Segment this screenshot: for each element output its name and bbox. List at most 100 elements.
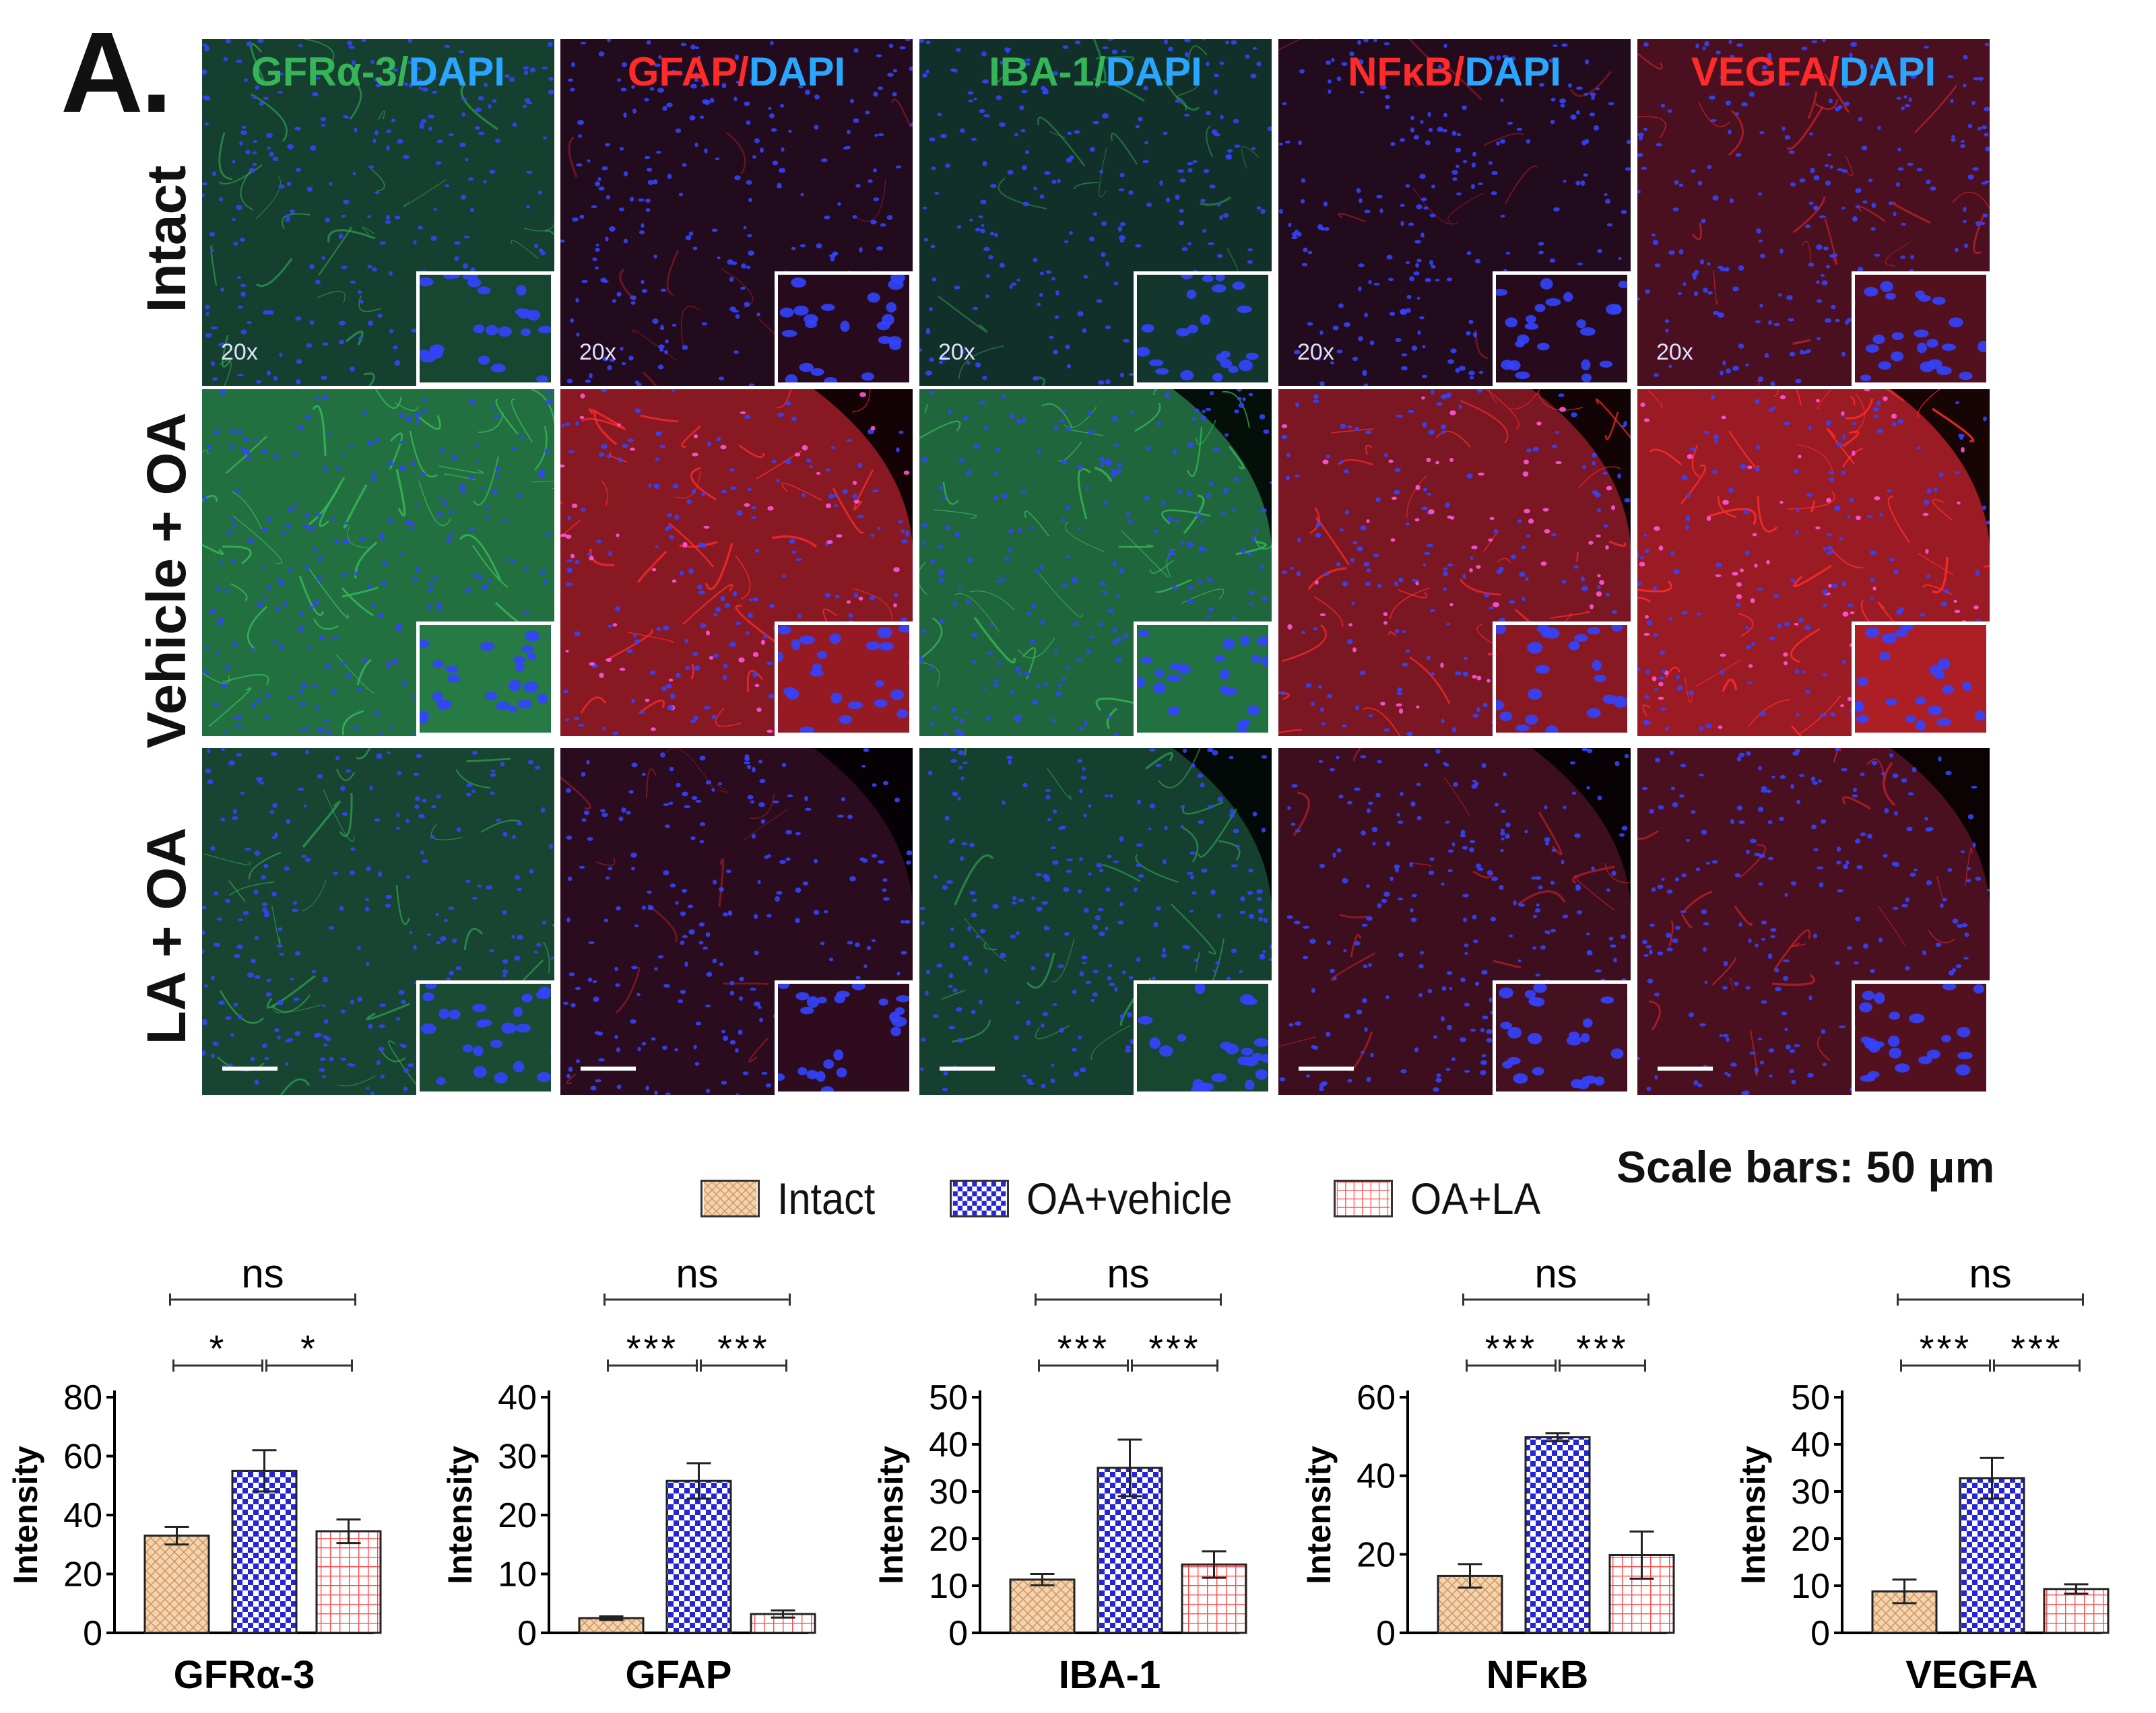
magnification-label: 20x	[579, 339, 616, 365]
y-tick-label: 40	[1357, 1457, 1396, 1496]
scale-bar	[222, 1067, 277, 1071]
stain-counterstain-label: DAPI	[748, 49, 846, 94]
row-label-intact: Intact	[136, 165, 197, 313]
y-tick-label: 80	[63, 1378, 102, 1417]
legend-item-intact: Intact	[700, 1165, 886, 1232]
scale-bar-caption: Scale bars: 50 μm	[1616, 1142, 1995, 1192]
stain-marker-label: VEGFA	[1691, 49, 1829, 94]
x-axis-label: GFAP	[626, 1653, 732, 1697]
micrograph-la-oa-iba-1	[919, 748, 1272, 1095]
x-axis-label: VEGFA	[1905, 1653, 2038, 1697]
inset-image	[1855, 625, 1986, 733]
significance-label: ***	[1148, 1327, 1200, 1370]
micrograph-vehicle-oa-gfap	[560, 389, 913, 736]
micrograph-image	[919, 389, 1272, 736]
inset-image	[778, 625, 909, 733]
micrograph-vehicle-oa-iba-1	[919, 389, 1272, 736]
y-axis-label: Intensity	[872, 1446, 910, 1584]
stain-marker-label: GFRα-3	[251, 49, 397, 94]
y-tick-label: 30	[929, 1473, 968, 1512]
significance-label: *	[209, 1327, 227, 1370]
scale-bar	[581, 1067, 636, 1071]
micrograph-intact-gfr-3: GFRα-3/DAPI 20x	[202, 39, 554, 386]
stain-counterstain-label: DAPI	[1105, 49, 1202, 94]
significance-label: *	[300, 1327, 318, 1370]
stain-separator: /	[1828, 49, 1839, 94]
panel-label: A.	[61, 9, 172, 137]
y-tick-label: 60	[1357, 1378, 1396, 1417]
inset-image	[1496, 984, 1627, 1091]
y-tick-label: 40	[1791, 1425, 1830, 1465]
stain-counterstain-label: DAPI	[1839, 49, 1936, 94]
magnification-label: 20x	[1656, 339, 1693, 365]
magnification-label: 20x	[938, 339, 975, 365]
inset-image	[420, 625, 551, 733]
y-tick-label: 0	[948, 1614, 968, 1653]
bar-intact	[1009, 1578, 1076, 1634]
scale-bar	[940, 1067, 995, 1071]
inset-magnified	[775, 271, 913, 386]
micrograph-intact-nf-b: NFκB/DAPI 20x	[1278, 39, 1631, 386]
y-tick-label: 10	[498, 1555, 537, 1594]
inset-image	[1855, 984, 1986, 1091]
y-tick-label: 40	[498, 1378, 537, 1417]
inset-image	[1137, 625, 1268, 733]
inset-magnified	[775, 980, 913, 1095]
micrograph-intact-vegfa: VEGFA/DAPI 20x	[1637, 39, 1990, 386]
chart-iba-1: 0 10 20 30 40 50 Intensity IBA-1 ns *** ***	[872, 1251, 1247, 1697]
inset-magnified	[416, 271, 554, 386]
inset-magnified	[416, 980, 554, 1095]
bar-intact	[1871, 1590, 1938, 1634]
y-tick-label: 30	[1791, 1473, 1830, 1512]
stain-marker-label: GFAP	[627, 49, 738, 94]
y-axis-label: Intensity	[441, 1446, 479, 1584]
inset-magnified	[1493, 980, 1631, 1095]
inset-magnified	[1493, 271, 1631, 386]
y-tick-label: 20	[929, 1520, 968, 1559]
significance-label: ns	[241, 1251, 284, 1296]
magnification-label: 20x	[1297, 339, 1334, 365]
bar-oa-la	[1181, 1564, 1247, 1634]
scale-bar	[1299, 1067, 1354, 1071]
inset-magnified	[1852, 980, 1990, 1095]
y-tick-label: 10	[1791, 1567, 1830, 1606]
micrograph-image	[202, 748, 554, 1095]
stain-marker-label: NFκB	[1348, 49, 1453, 94]
y-tick-label: 20	[1791, 1520, 1830, 1559]
y-tick-label: 10	[929, 1567, 968, 1606]
y-tick-label: 60	[63, 1438, 102, 1477]
inset-image	[420, 984, 551, 1091]
legend-swatch-oa-la	[1334, 1180, 1393, 1217]
inset-magnified	[1852, 622, 1990, 736]
inset-image	[1855, 275, 1986, 382]
inset-magnified	[1134, 622, 1272, 736]
inset-image	[778, 275, 909, 382]
x-axis-label: NFκB	[1487, 1653, 1589, 1697]
significance-label: ***	[717, 1327, 769, 1370]
significance-label: ***	[1920, 1327, 1971, 1370]
micrograph-la-oa-vegfa	[1637, 748, 1990, 1095]
stain-title: NFκB/DAPI	[1278, 48, 1631, 95]
bar-oa-vehicle	[665, 1479, 732, 1634]
x-axis-label: GFRα-3	[174, 1653, 315, 1697]
inset-image	[420, 275, 551, 382]
significance-label: ***	[1057, 1327, 1109, 1370]
significance-label: ns	[1107, 1251, 1149, 1296]
y-tick-label: 50	[929, 1378, 968, 1417]
inset-magnified	[1134, 271, 1272, 386]
stain-separator: /	[1453, 49, 1465, 94]
y-tick-label: 0	[517, 1614, 537, 1653]
y-axis-label: Intensity	[7, 1446, 44, 1584]
inset-image	[1496, 275, 1627, 382]
inset-magnified	[1852, 271, 1990, 386]
legend-label-oa-la: OA+LA	[1410, 1174, 1541, 1223]
micrograph-la-oa-nf-b	[1278, 748, 1631, 1095]
y-tick-label: 0	[1376, 1614, 1396, 1653]
chart-nf-b: 0 20 40 60 Intensity NFκB ns *** ***	[1300, 1251, 1675, 1697]
magnification-label: 20x	[221, 339, 258, 365]
inset-magnified	[416, 622, 554, 736]
y-tick-label: 50	[1791, 1378, 1830, 1417]
stain-title: GFAP/DAPI	[560, 48, 913, 95]
stain-separator: /	[397, 49, 409, 94]
chart-gfr-3: 0 20 40 60 80 Intensity GFRα-3 ns * *	[7, 1251, 382, 1697]
